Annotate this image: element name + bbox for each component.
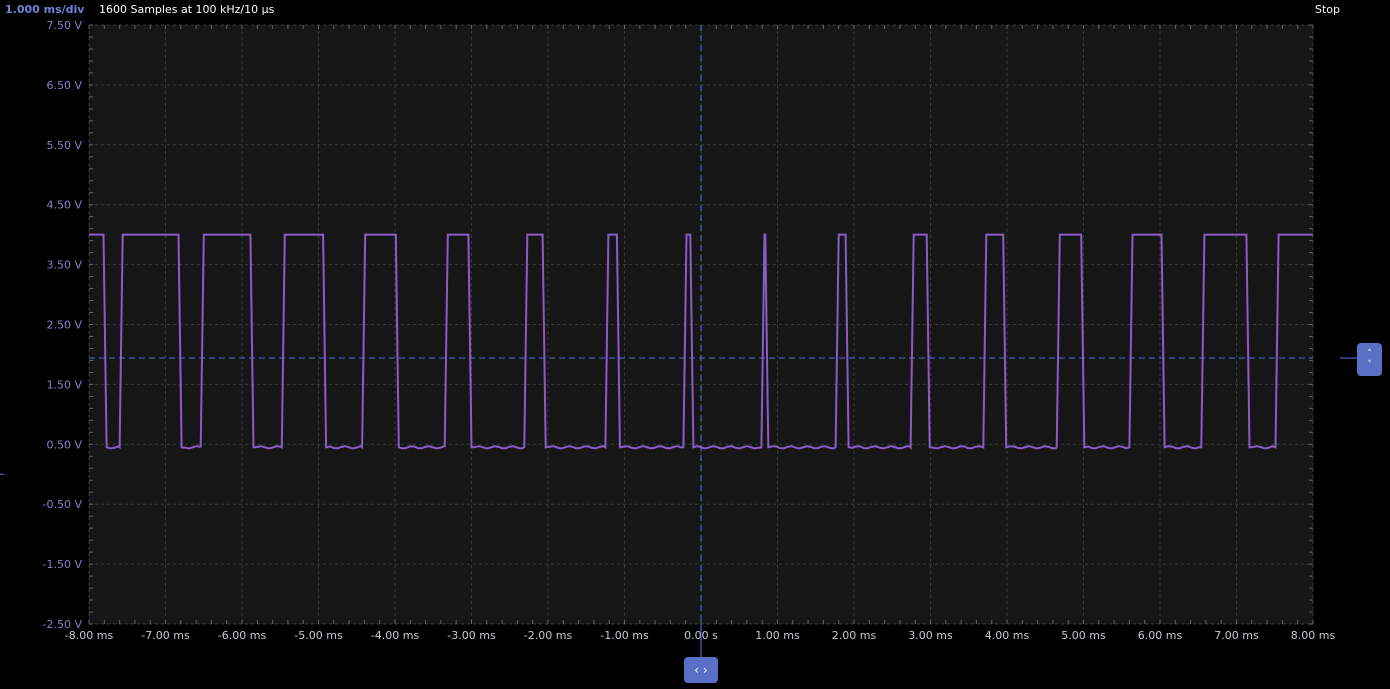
x-axis-labels: -8.00 ms -7.00 ms -6.00 ms -5.00 ms -4.00 ms… — [65, 629, 1336, 642]
chevron-down-icon: ˅ — [1367, 359, 1372, 370]
y-tick-label: 4.50 V — [46, 199, 82, 212]
x-tick-label: 1.00 ms — [755, 629, 800, 642]
x-tick-label: 5.00 ms — [1061, 629, 1106, 642]
x-tick-label: -1.00 ms — [600, 629, 649, 642]
y-tick-label: -1.50 V — [43, 558, 83, 571]
x-tick-label: -4.00 ms — [371, 629, 420, 642]
x-tick-label: -3.00 ms — [447, 629, 496, 642]
timebase-label: 1.000 ms/div — [5, 3, 85, 16]
x-tick-label: 3.00 ms — [908, 629, 953, 642]
x-tick-label: -2.00 ms — [524, 629, 573, 642]
trigger-level-button[interactable]: ˄ ˅ — [1357, 343, 1382, 376]
acquisition-info: 1600 Samples at 100 kHz/10 µs — [99, 3, 275, 16]
x-tick-label: 8.00 ms — [1291, 629, 1336, 642]
x-tick-label: -5.00 ms — [294, 629, 343, 642]
x-tick-label: 4.00 ms — [985, 629, 1030, 642]
y-tick-label: 5.50 V — [46, 139, 82, 152]
cursors — [0, 25, 1358, 660]
chevron-up-icon: ˄ — [1367, 348, 1372, 359]
x-tick-label: 7.00 ms — [1214, 629, 1259, 642]
y-tick-label: -0.50 V — [43, 498, 83, 511]
chevron-left-right-icon: ‹ › — [694, 663, 708, 677]
y-tick-label: 2.50 V — [46, 319, 82, 332]
run-state[interactable]: Stop — [1314, 3, 1340, 16]
x-tick-label: 2.00 ms — [832, 629, 877, 642]
grid — [88, 24, 1314, 625]
x-tick-label: -7.00 ms — [141, 629, 190, 642]
y-tick-label: 7.50 V — [46, 19, 82, 32]
x-tick-label: -8.00 ms — [65, 629, 114, 642]
y-tick-label: 6.50 V — [46, 79, 82, 92]
y-tick-label: 0.50 V — [46, 438, 82, 451]
horizontal-position-button[interactable]: ‹ › — [684, 657, 718, 683]
waveform-trace — [89, 233, 1313, 451]
x-tick-label: 6.00 ms — [1138, 629, 1183, 642]
y-tick-label: -2.50 V — [43, 618, 83, 631]
y-tick-label: 1.50 V — [46, 378, 82, 391]
y-axis-labels: 7.50 V 6.50 V 5.50 V 4.50 V 3.50 V 2.50 V 1.50… — [43, 19, 83, 631]
x-tick-label: -6.00 ms — [218, 629, 267, 642]
y-tick-label: 3.50 V — [46, 259, 82, 272]
